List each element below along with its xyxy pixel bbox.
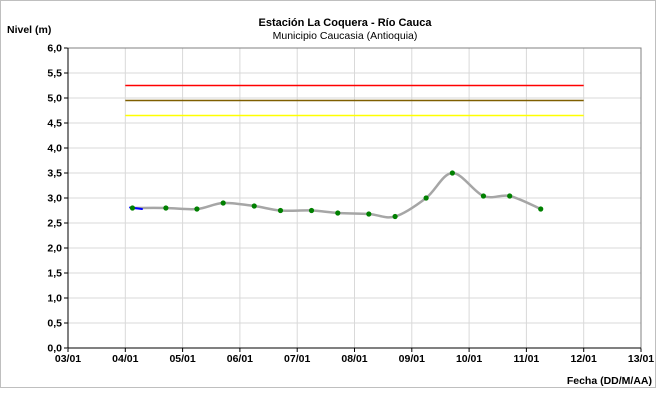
y-tick-label: 5,0	[47, 93, 62, 105]
axes	[64, 47, 642, 352]
data-point	[277, 207, 284, 214]
data-point	[194, 206, 200, 212]
x-tick-label: 11/01	[514, 353, 540, 365]
x-tick-label: 09/01	[399, 353, 425, 365]
y-tick-label: 2,0	[47, 243, 62, 255]
x-tick-label: 03/01	[55, 353, 81, 365]
y-tick-label: 6,0	[47, 43, 62, 55]
data-point	[538, 206, 544, 212]
series-lines	[129, 171, 542, 219]
x-axis-label: Fecha (DD/M/AA)	[567, 375, 652, 387]
x-tick-label: 12/01	[571, 353, 597, 365]
y-axis-label: Nivel (m)	[7, 24, 51, 36]
x-tick-label: 06/01	[227, 353, 253, 365]
data-point	[335, 210, 341, 216]
y-tick-label: 4,0	[47, 143, 62, 155]
data-point	[392, 213, 398, 220]
data-point	[480, 193, 487, 199]
x-tick-label: 05/01	[169, 353, 195, 365]
data-point	[366, 211, 372, 217]
chart-title: Estación La Coquera - Río Cauca	[259, 17, 433, 29]
data-point	[449, 170, 455, 176]
x-tick-label: 07/01	[284, 353, 310, 365]
y-tick-label: 3,0	[47, 193, 62, 205]
x-tick-label: 13/01	[628, 353, 654, 365]
y-tick-label: 0,0	[47, 343, 62, 355]
y-tick-label: 5,5	[47, 68, 62, 80]
threshold-lines	[125, 84, 584, 117]
x-tick-label: 04/01	[112, 353, 138, 365]
y-tick-label: 1,5	[47, 268, 62, 280]
data-point	[220, 200, 226, 206]
data-point	[129, 205, 136, 211]
chart-subtitle: Municipio Caucasia (Antioquia)	[273, 30, 418, 42]
y-tick-label: 0,5	[47, 318, 62, 330]
x-tick-label: 10/01	[456, 353, 482, 365]
y-tick-label: 2,5	[47, 218, 62, 230]
y-tick-label: 1,0	[47, 293, 62, 305]
data-point	[163, 205, 169, 211]
y-tick-label: 4,5	[47, 118, 62, 130]
grid	[68, 47, 642, 348]
series-line	[131, 171, 542, 219]
data-point	[423, 195, 429, 201]
data-point	[507, 193, 513, 199]
y-tick-label: 3,5	[47, 168, 62, 180]
x-tick-labels: 03/01 04/01 05/01 06/01 07/01 08/01 09/01 10/01…	[55, 353, 654, 365]
data-point	[251, 203, 257, 209]
data-markers	[129, 170, 544, 220]
data-point	[308, 207, 315, 214]
y-tick-labels: 0,0 0,5 1,0 1,5 2,0 2,5 3,0 3,5 4,0 4,5 5,0 5,5 6,0	[47, 43, 62, 355]
x-tick-label: 08/01	[341, 353, 367, 365]
